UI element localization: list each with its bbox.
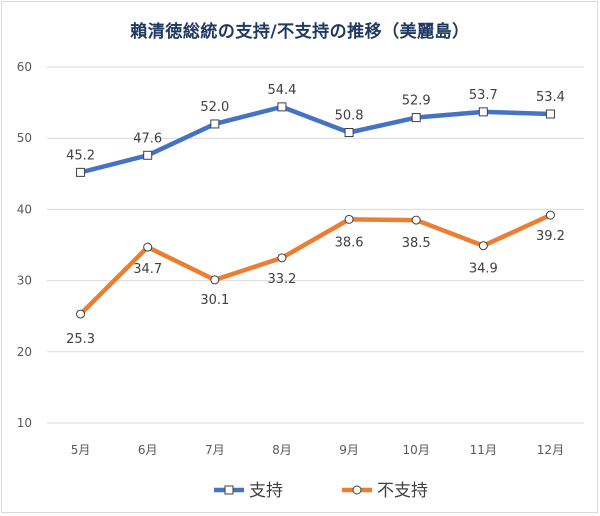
- y-tick-label: 40: [17, 202, 32, 216]
- data-label: 33.2: [267, 272, 296, 287]
- x-tick-label: 10月: [403, 443, 430, 457]
- data-point: [143, 150, 153, 160]
- data-label: 38.6: [335, 235, 364, 250]
- data-label: 47.6: [133, 131, 162, 146]
- y-tick-label: 30: [17, 274, 32, 288]
- legend: 支持 不支持: [214, 481, 428, 501]
- data-point: [478, 107, 488, 117]
- data-point: [478, 241, 488, 251]
- x-axis-ticks: 5月 6月 7月 8月 9月 10月 11月 12月: [71, 443, 564, 457]
- y-axis-ticks: 10 20 30 40 50 60: [17, 60, 32, 430]
- data-point: [76, 309, 86, 319]
- y-tick-label: 60: [17, 60, 32, 74]
- data-label: 52.0: [200, 100, 229, 115]
- grid: [47, 66, 584, 424]
- series: [76, 102, 555, 319]
- legend-item-nonsupport: 不支持: [342, 481, 428, 501]
- data-label: 38.5: [402, 236, 431, 251]
- data-point: [76, 167, 86, 177]
- data-label: 39.2: [536, 229, 565, 244]
- legend-label: 不支持: [377, 481, 428, 501]
- data-point: [411, 215, 421, 225]
- data-label: 53.7: [469, 88, 498, 103]
- data-point: [277, 102, 287, 112]
- data-point: [210, 275, 220, 285]
- series-line-0: [78, 104, 553, 175]
- legend-marker: [352, 485, 362, 495]
- data-label: 25.3: [66, 332, 95, 347]
- x-tick-label: 11月: [470, 443, 497, 457]
- data-label: 50.8: [335, 109, 364, 124]
- data-point: [411, 113, 421, 123]
- data-labels: 45.2 47.6 52.0 54.4 50.8 52.9 53.7 53.4 25.3 34.7…: [66, 83, 565, 347]
- data-point: [344, 214, 354, 224]
- x-tick-label: 8月: [272, 443, 292, 457]
- data-point: [143, 242, 153, 252]
- x-tick-label: 7月: [205, 443, 225, 457]
- data-label: 45.2: [66, 148, 95, 163]
- x-tick-label: 9月: [339, 443, 359, 457]
- x-tick-label: 12月: [537, 443, 564, 457]
- data-point: [277, 253, 287, 263]
- data-label: 52.9: [402, 94, 431, 109]
- data-point: [344, 128, 354, 138]
- series-line-1: [78, 212, 553, 317]
- data-label: 30.1: [200, 293, 229, 308]
- legend-marker: [224, 485, 234, 495]
- chart-title: 賴清徳総統の支持/不支持の推移（美麗島）: [130, 21, 469, 42]
- y-tick-label: 10: [17, 416, 32, 430]
- y-tick-label: 50: [17, 131, 32, 145]
- data-label: 34.7: [133, 262, 162, 277]
- data-label: 54.4: [267, 83, 296, 98]
- data-label: 53.4: [536, 90, 565, 105]
- data-label: 34.9: [469, 262, 498, 277]
- legend-item-support: 支持: [214, 481, 283, 501]
- x-tick-label: 5月: [71, 443, 91, 457]
- data-point: [210, 119, 220, 129]
- data-point: [545, 210, 555, 220]
- legend-label: 支持: [249, 481, 283, 501]
- y-tick-label: 20: [17, 345, 32, 359]
- x-tick-label: 6月: [138, 443, 158, 457]
- data-point: [545, 109, 555, 119]
